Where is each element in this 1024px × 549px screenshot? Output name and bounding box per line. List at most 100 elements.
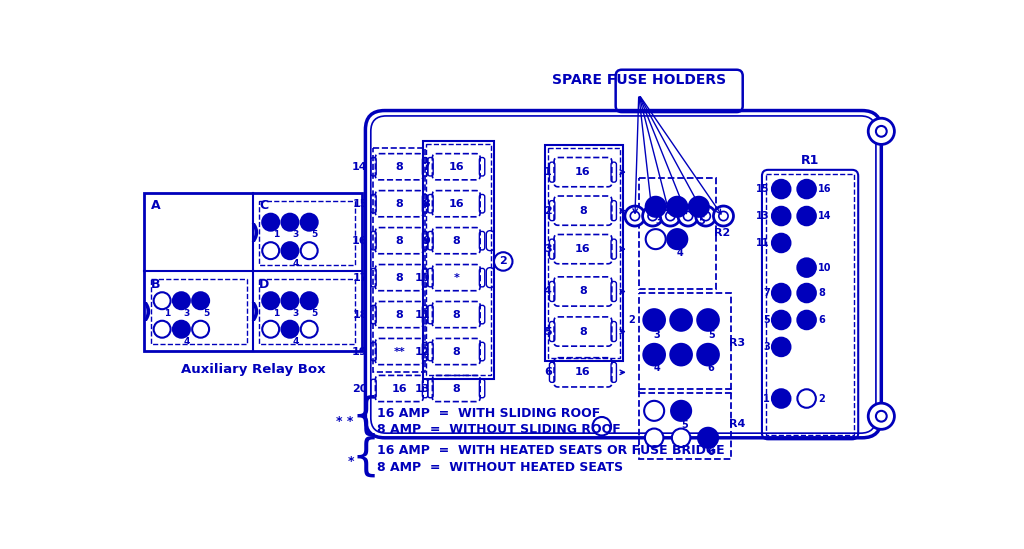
Text: 1: 1: [165, 309, 171, 317]
Text: 18: 18: [352, 310, 368, 320]
Circle shape: [282, 214, 298, 231]
Text: 9: 9: [422, 236, 430, 245]
Text: ): ): [250, 301, 260, 322]
Circle shape: [671, 401, 691, 421]
Circle shape: [644, 401, 665, 421]
Circle shape: [173, 321, 189, 338]
Circle shape: [193, 292, 209, 309]
Text: R2: R2: [714, 228, 730, 238]
Circle shape: [193, 321, 209, 338]
Circle shape: [154, 321, 171, 338]
Circle shape: [262, 214, 280, 231]
Circle shape: [798, 180, 816, 198]
Circle shape: [772, 338, 791, 356]
Text: 10: 10: [818, 262, 831, 273]
Text: 14: 14: [818, 211, 831, 221]
Bar: [423, 141, 494, 378]
Circle shape: [798, 207, 816, 225]
Circle shape: [282, 292, 298, 309]
Circle shape: [593, 417, 611, 435]
Text: 11: 11: [415, 310, 430, 320]
Text: 8: 8: [579, 206, 587, 216]
Text: 13: 13: [415, 384, 430, 394]
Text: 5: 5: [698, 216, 706, 226]
Text: 16 AMP  =  WITH HEATED SEATS OR FUSE BRIDGE: 16 AMP = WITH HEATED SEATS OR FUSE BRIDG…: [377, 444, 725, 457]
Text: 20: 20: [352, 384, 368, 394]
Text: 16: 16: [818, 184, 831, 194]
Text: 8: 8: [395, 199, 403, 209]
Bar: [144, 193, 362, 351]
Text: SPARE FUSE HOLDERS: SPARE FUSE HOLDERS: [552, 72, 726, 87]
Text: 6: 6: [818, 315, 825, 325]
Text: 6: 6: [708, 447, 715, 457]
Circle shape: [173, 292, 189, 309]
Text: 3: 3: [654, 330, 660, 340]
Bar: [766, 173, 854, 435]
Circle shape: [643, 309, 665, 330]
Text: A: A: [151, 199, 160, 212]
Circle shape: [494, 252, 512, 271]
Text: 1: 1: [544, 167, 552, 177]
Circle shape: [671, 309, 692, 330]
Text: 16: 16: [575, 367, 591, 377]
Bar: [373, 148, 425, 372]
Circle shape: [798, 389, 816, 408]
Text: 4: 4: [292, 259, 299, 267]
Text: 16: 16: [391, 384, 408, 394]
Text: 8: 8: [818, 288, 825, 298]
Text: 16: 16: [449, 162, 464, 172]
Text: 3: 3: [292, 230, 299, 239]
Text: 8: 8: [395, 162, 403, 172]
Text: 4: 4: [677, 248, 684, 258]
Text: 16 AMP  =  WITH SLIDING ROOF: 16 AMP = WITH SLIDING ROOF: [377, 407, 600, 419]
Text: R4: R4: [729, 419, 745, 429]
Text: 7: 7: [422, 162, 430, 172]
Text: *: *: [454, 273, 459, 283]
Circle shape: [695, 206, 716, 226]
Circle shape: [876, 411, 887, 422]
Circle shape: [668, 197, 687, 217]
Text: 2: 2: [544, 206, 552, 216]
Circle shape: [301, 214, 317, 231]
Circle shape: [301, 292, 317, 309]
Text: 8 AMP  =  WITHOUT HEATED SEATS: 8 AMP = WITHOUT HEATED SEATS: [377, 461, 623, 474]
Text: 15: 15: [352, 199, 368, 209]
Text: ): ): [141, 301, 151, 322]
Text: 4: 4: [183, 337, 190, 346]
Text: R3: R3: [729, 338, 745, 348]
Text: 17: 17: [352, 273, 368, 283]
Text: 15: 15: [756, 184, 770, 194]
Text: 16: 16: [449, 199, 464, 209]
Bar: [151, 279, 247, 344]
Text: 5: 5: [311, 309, 317, 317]
Text: 4: 4: [544, 287, 552, 296]
Circle shape: [772, 180, 791, 198]
Circle shape: [631, 211, 640, 221]
Circle shape: [697, 344, 719, 366]
Bar: [545, 145, 623, 361]
Text: 5: 5: [763, 315, 770, 325]
Text: 1: 1: [273, 309, 280, 317]
Text: {: {: [351, 435, 380, 479]
Bar: [426, 144, 490, 376]
Circle shape: [772, 234, 791, 252]
Text: Auxiliary Relay Box: Auxiliary Relay Box: [181, 363, 326, 376]
Text: 1: 1: [763, 394, 770, 404]
Circle shape: [282, 321, 298, 338]
Text: 8: 8: [395, 310, 403, 320]
Text: 3: 3: [183, 309, 189, 317]
Circle shape: [772, 207, 791, 225]
Text: 8: 8: [395, 236, 403, 245]
Text: 8: 8: [422, 199, 430, 209]
Circle shape: [678, 206, 698, 226]
Text: 2: 2: [818, 394, 825, 404]
Text: 8: 8: [453, 384, 460, 394]
Circle shape: [262, 321, 280, 338]
Text: 3: 3: [763, 342, 770, 352]
Text: 13: 13: [756, 211, 770, 221]
Circle shape: [262, 242, 280, 259]
Circle shape: [666, 211, 675, 221]
Text: 11: 11: [756, 238, 770, 248]
Text: D: D: [259, 278, 269, 290]
Circle shape: [697, 309, 719, 330]
